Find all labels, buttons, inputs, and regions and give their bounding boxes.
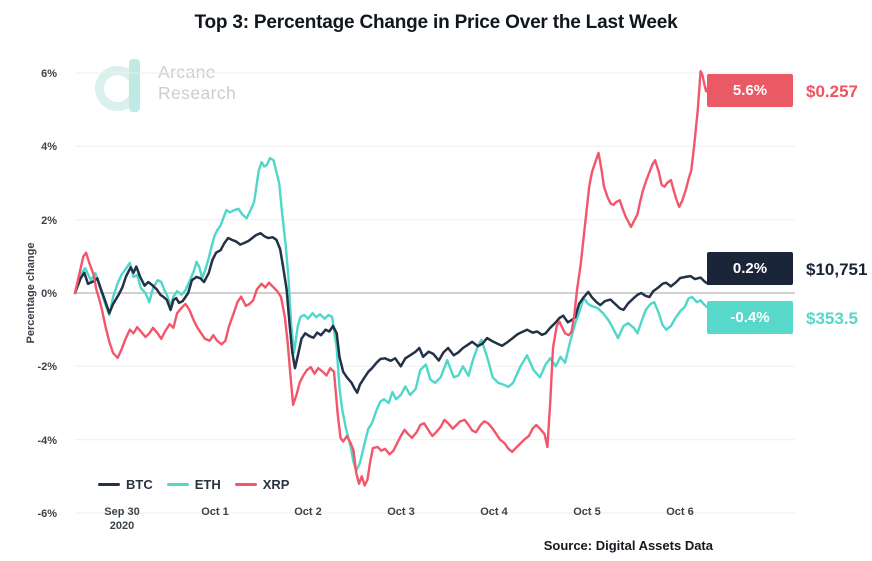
legend-item-xrp: XRP [234, 477, 290, 492]
x-tick-label: Oct 1 [201, 506, 229, 518]
gridlines [75, 72, 795, 514]
x-axis: Sep 30 2020 Oct 1 Oct 2 Oct 3 Oct 4 Oct … [104, 506, 693, 532]
x-tick-label: Oct 5 [573, 506, 601, 518]
btc-line [73, 231, 710, 394]
eth-line [73, 156, 710, 472]
legend-item-btc: BTC [98, 477, 153, 492]
y-tick-label: 2% [41, 215, 57, 227]
btc-change-badge: 0.2% [707, 252, 793, 285]
y-tick-label: -6% [37, 508, 57, 520]
x-tick-sublabel: 2020 [110, 520, 134, 532]
xrp-line [73, 69, 710, 487]
legend-label-btc: BTC [126, 477, 153, 492]
eth-line-swatch-icon [166, 483, 189, 486]
legend: BTC ETH XRP [98, 477, 289, 492]
eth-change-badge: -0.4% [707, 301, 793, 334]
logo-bar-icon [129, 59, 140, 112]
legend-item-eth: ETH [166, 477, 221, 492]
chart-title: Top 3: Percentage Change in Price Over t… [194, 12, 678, 33]
x-tick-label: Oct 6 [666, 506, 694, 518]
xrp-change-badge: 5.6% [707, 74, 793, 107]
logo-word-2: Research [158, 83, 237, 103]
xrp-price-label: $0.257 [806, 82, 858, 101]
y-axis: 6% 4% 2% 0% -2% -4% -6% Percentage chang… [25, 68, 57, 520]
x-tick-label: Sep 30 [104, 506, 139, 518]
legend-label-eth: ETH [194, 477, 221, 492]
x-tick-label: Oct 4 [480, 506, 508, 518]
source-attribution: Source: Digital Assets Data [543, 538, 713, 553]
eth-price-label: $353.5 [806, 309, 858, 328]
y-tick-label: 0% [41, 288, 57, 300]
logo-wordmark: Arcane Research [158, 62, 236, 104]
series-lines [73, 69, 710, 487]
xrp-line-swatch-icon [234, 483, 257, 486]
y-tick-label: 6% [41, 68, 57, 80]
y-axis-title: Percentage change [25, 243, 37, 344]
y-tick-label: -4% [37, 435, 57, 447]
btc-price-label: $10,751 [806, 260, 868, 279]
logo-word-1: Arcane [158, 62, 216, 82]
arcane-research-logo: Arcane Research [95, 58, 315, 114]
x-tick-label: Oct 3 [387, 506, 415, 518]
x-tick-label: Oct 2 [294, 506, 322, 518]
legend-label-xrp: XRP [262, 477, 290, 492]
y-tick-label: -2% [37, 361, 57, 373]
btc-line-swatch-icon [98, 483, 120, 486]
y-tick-label: 4% [41, 141, 57, 153]
